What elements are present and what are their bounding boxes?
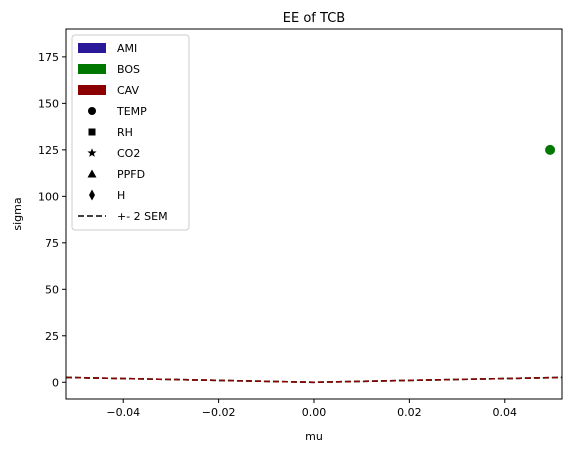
y-tick-label: 25 — [45, 330, 59, 343]
legend-label: CO2 — [117, 147, 140, 160]
legend-item-rh: RH — [88, 126, 133, 139]
legend-box — [71, 34, 190, 231]
legend-item-ppfd: PPFD — [87, 168, 145, 181]
legend-item--2-sem: +- 2 SEM — [78, 210, 168, 223]
y-tick-label: 75 — [45, 237, 59, 250]
x-axis-label: mu — [305, 430, 323, 443]
legend-item-cav: CAV — [78, 84, 140, 97]
legend-swatch — [78, 85, 106, 95]
legend-swatch — [78, 43, 106, 53]
series-layer — [66, 144, 562, 384]
x-tick-label: 0.02 — [397, 406, 422, 419]
sem-line-2 — [66, 376, 562, 384]
y-axis: 0 25 50 75 100 125 150 175 — [38, 51, 66, 389]
legend-item-bos: BOS — [78, 63, 140, 76]
legend-item-co2: CO2 — [87, 147, 140, 160]
y-tick-label: 125 — [38, 144, 59, 157]
legend-item-ami: AMI — [78, 42, 137, 55]
legend-label: PPFD — [117, 168, 145, 181]
x-axis: −0.04 −0.02 0.00 0.02 0.04 — [106, 399, 517, 419]
x-tick-label: 0.04 — [493, 406, 518, 419]
x-tick-label: 0.00 — [302, 406, 327, 419]
y-axis-label: sigma — [11, 197, 24, 230]
legend-item-h: H — [89, 189, 125, 202]
legend-item-temp: TEMP — [88, 105, 147, 118]
legend-label: +- 2 SEM — [117, 210, 168, 223]
legend-label: CAV — [117, 84, 140, 97]
triangle-marker-icon — [87, 169, 97, 178]
chart-title: EE of TCB — [283, 11, 345, 26]
y-tick-label: 100 — [38, 190, 59, 203]
y-tick-label: 0 — [52, 376, 59, 389]
y-tick-label: 175 — [38, 51, 59, 64]
star-marker-icon — [87, 148, 97, 157]
legend: AMI BOS CAV TEMP RH CO2 PPFD H +- 2 SEM — [71, 34, 190, 231]
y-tick-label: 150 — [38, 97, 59, 110]
legend-label: H — [117, 189, 125, 202]
legend-label: AMI — [117, 42, 137, 55]
legend-label: TEMP — [116, 105, 147, 118]
square-marker-icon — [88, 128, 96, 136]
diamond-marker-icon — [89, 189, 95, 201]
x-tick-label: −0.02 — [202, 406, 236, 419]
y-tick-label: 50 — [45, 283, 59, 296]
x-tick-label: −0.04 — [106, 406, 140, 419]
legend-label: RH — [117, 126, 133, 139]
legend-swatch — [78, 64, 106, 74]
data-point-0 — [545, 144, 556, 155]
circle-marker-icon — [88, 107, 96, 115]
legend-label: BOS — [117, 63, 140, 76]
